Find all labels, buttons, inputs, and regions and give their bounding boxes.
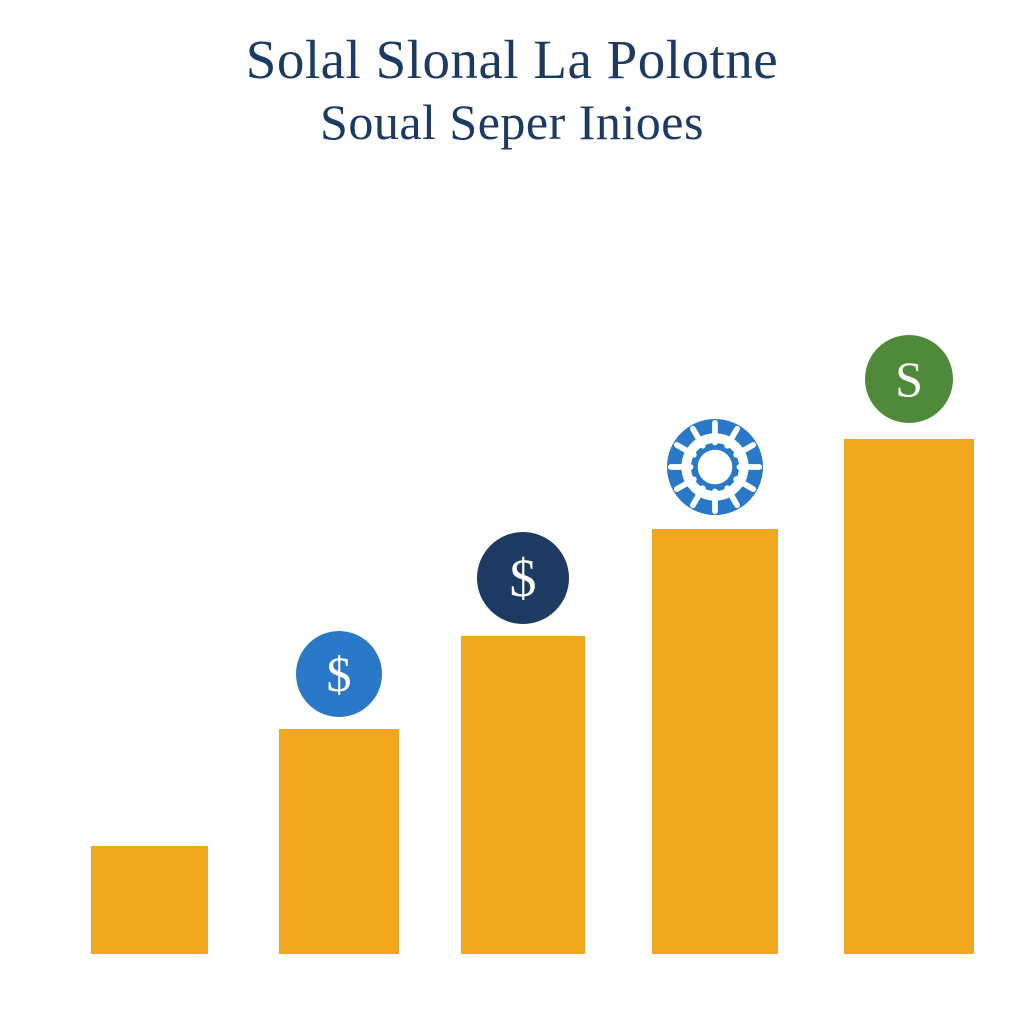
bar-chart: $ $ S [0,254,1024,954]
dollar-icon: S [865,335,953,423]
title-line-2: Soual Seper Inioes [40,91,984,154]
dollar-icon: $ [296,631,382,717]
dollar-glyph: S [895,350,923,408]
dollar-glyph: $ [327,645,352,703]
bar-1 [91,846,208,954]
title-block: Solal Slonal La Polotne Soual Seper Inio… [40,28,984,154]
bar-3 [461,636,585,954]
title-line-1: Solal Slonal La Polotne [40,28,984,91]
bar-5 [844,439,974,954]
dollar-glyph: $ [510,547,537,609]
dollar-icon: $ [477,532,569,624]
bar-2 [279,729,399,954]
sun-icon [667,419,763,515]
bar-4 [652,529,778,954]
infographic-canvas: Solal Slonal La Polotne Soual Seper Inio… [0,0,1024,1024]
